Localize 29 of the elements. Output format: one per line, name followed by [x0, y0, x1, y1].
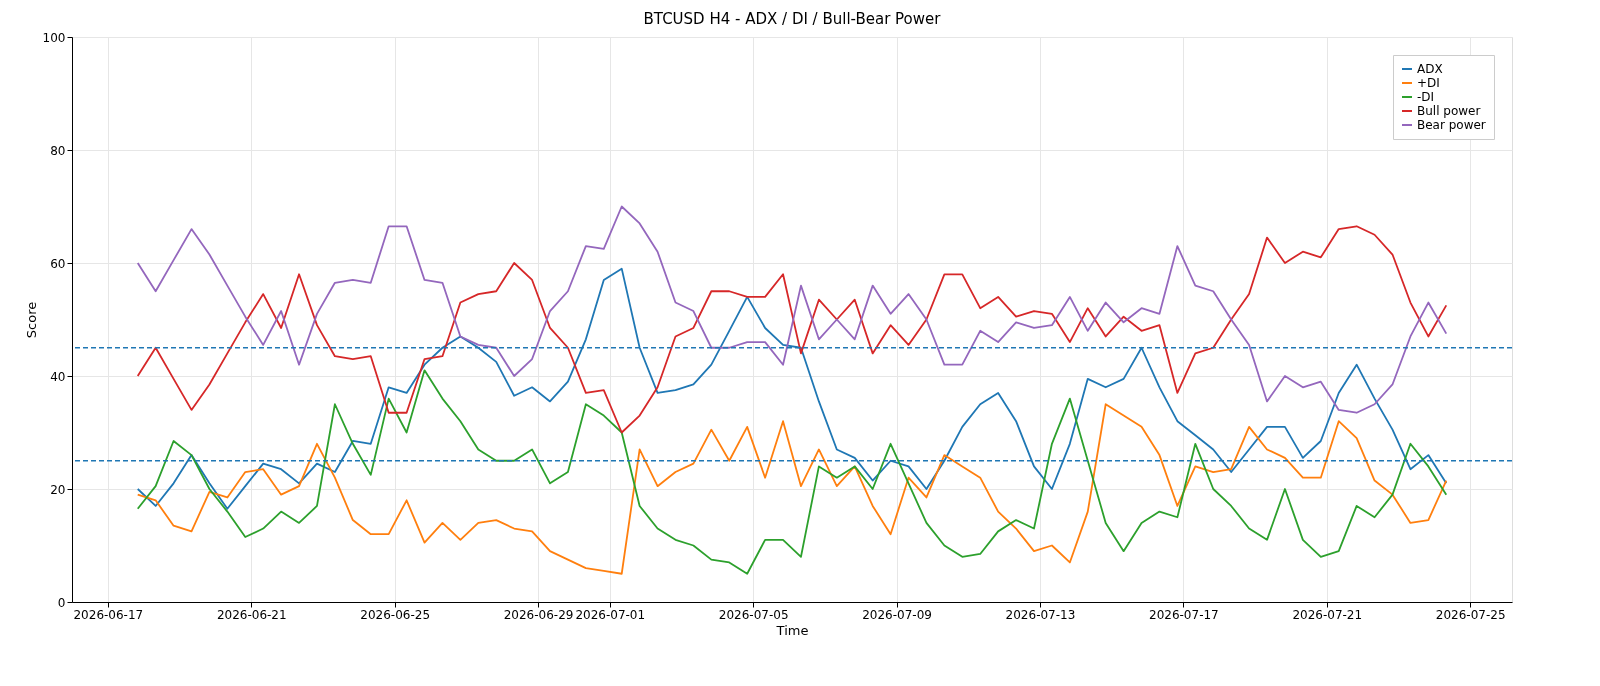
legend-label: +DI — [1417, 76, 1440, 90]
x-axis-title: Time — [775, 622, 809, 638]
x-tick-label: 2026-06-29 — [503, 607, 574, 622]
chart-title: BTCUSD H4 - ADX / DI / Bull-Bear Power — [643, 10, 942, 28]
legend-label: ADX — [1417, 62, 1443, 76]
x-tick-label: 2026-07-01 — [575, 607, 646, 622]
line-series — [136, 225, 1448, 434]
y-tick-label: 0 — [57, 595, 66, 610]
legend-label: -DI — [1417, 90, 1435, 104]
x-tick-label: 2026-06-21 — [216, 607, 287, 622]
y-tick-label: 60 — [50, 256, 66, 271]
x-tick-label: 2026-06-17 — [73, 607, 144, 622]
x-tick-label: 2026-07-09 — [862, 607, 932, 622]
x-tick-label: 2026-07-25 — [1435, 607, 1506, 622]
line-series — [136, 205, 1448, 414]
x-tick-label: 2026-07-13 — [1005, 607, 1076, 622]
y-axis-title: Score — [23, 301, 39, 339]
line-series — [136, 369, 1448, 575]
legend-label: Bull power — [1417, 104, 1481, 118]
y-tick-label: 40 — [50, 369, 66, 384]
legend-label: Bear power — [1417, 118, 1486, 132]
x-tick-label: 2026-07-21 — [1292, 607, 1363, 622]
x-tick-label: 2026-06-25 — [360, 607, 431, 622]
y-tick-label: 20 — [50, 482, 66, 497]
line-series — [136, 403, 1448, 575]
x-tick-label: 2026-07-17 — [1148, 607, 1219, 622]
y-tick-label: 100 — [42, 30, 66, 45]
x-tick-label: 2026-07-05 — [718, 607, 789, 622]
y-tick-label: 80 — [50, 143, 66, 158]
